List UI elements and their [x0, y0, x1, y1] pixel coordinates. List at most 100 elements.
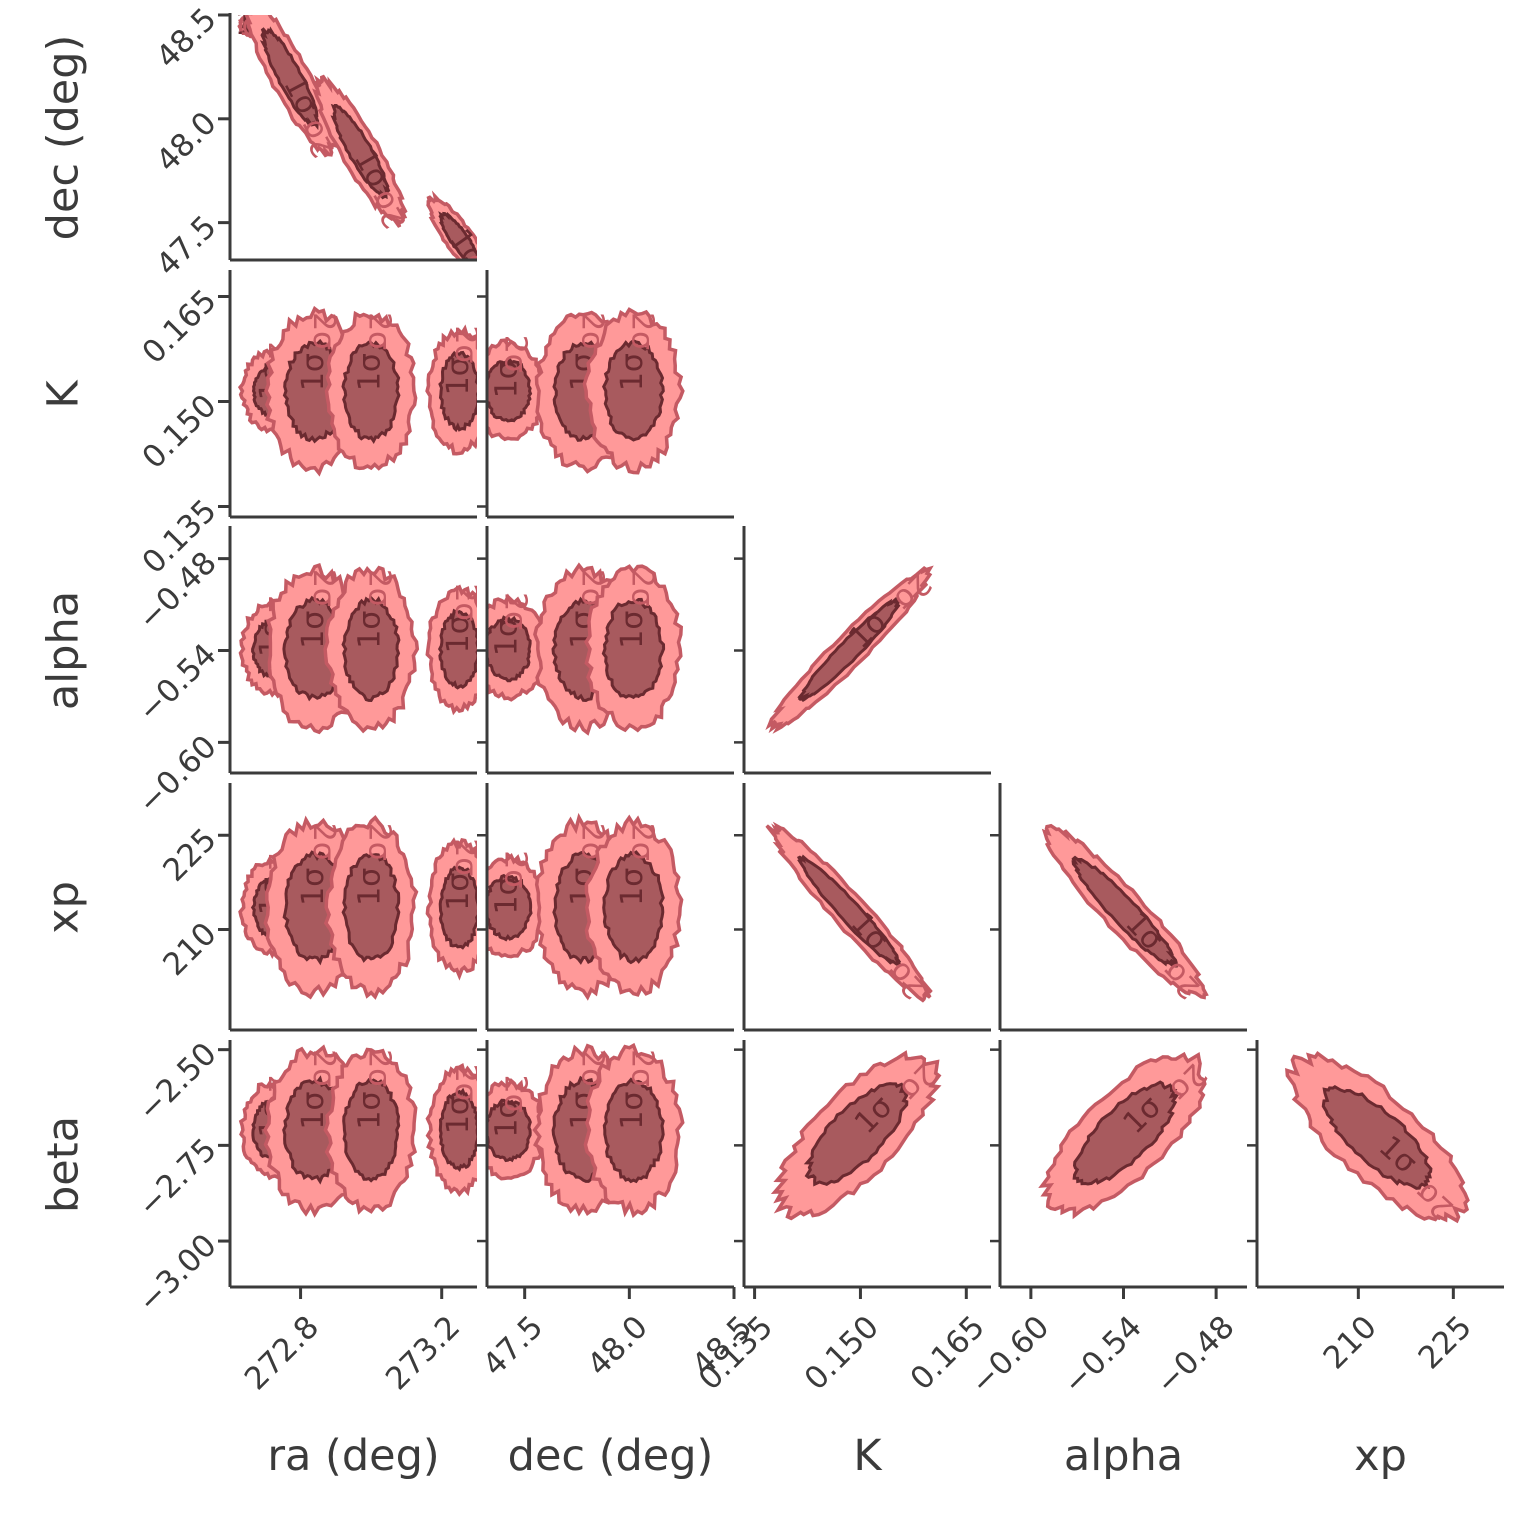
y-tick-label: 0.150: [135, 388, 223, 476]
contour-1sigma: [330, 103, 391, 200]
contour-label-1sigma: 1σ: [615, 868, 650, 906]
contour-label-2sigma: 2σ: [362, 312, 397, 350]
y-tick-label: −0.54: [131, 637, 224, 730]
contour-label-2sigma: 2σ: [497, 850, 532, 888]
contour-label-1sigma: 1σ: [489, 360, 524, 398]
contour-label-2sigma: 2σ: [448, 838, 483, 876]
x-tick-label: 47.5: [476, 1309, 550, 1383]
contour-label-2sigma: 2σ: [362, 1049, 397, 1087]
contour-1sigma: [259, 26, 320, 131]
contour-1sigma: [438, 350, 477, 433]
y-tick-label: 48.5: [149, 1, 223, 75]
y-tick-label: 210: [156, 916, 223, 983]
x-tick-label: 48.0: [581, 1309, 655, 1383]
contour-label-1sigma: 1σ: [615, 611, 650, 649]
contour-label-1sigma: 1σ: [353, 1091, 388, 1129]
x-tick-label: 210: [1317, 1309, 1384, 1376]
y-axis-title-alpha: alpha: [39, 591, 89, 710]
contour-label-2sigma: 2σ: [362, 569, 397, 607]
contour-label-2sigma: 2σ: [448, 583, 483, 621]
y-tick-label: 48.0: [149, 105, 223, 179]
y-axis-title-dec: dec (deg): [39, 35, 89, 241]
contour-1sigma: [487, 357, 533, 423]
y-tick-label: −0.60: [131, 729, 224, 822]
contour-label-1sigma: 1σ: [353, 868, 388, 906]
contour-label-1sigma: 1σ: [441, 873, 476, 911]
y-tick-label: −2.50: [131, 1036, 224, 1129]
contour-label-1sigma: 1σ: [489, 618, 524, 656]
contour-label-2sigma: 2σ: [625, 312, 660, 350]
y-tick-label: −3.00: [131, 1227, 224, 1320]
contour-1sigma: [341, 340, 401, 444]
y-axis-title-xp: xp: [39, 881, 89, 934]
contour-1sigma: [602, 1077, 665, 1184]
contour-1sigma: [341, 853, 401, 963]
contour-label-2sigma: 2σ: [497, 592, 532, 630]
contour-1sigma: [602, 338, 665, 442]
contour-label-1sigma: 1σ: [353, 353, 388, 391]
y-axis-title-beta: beta: [39, 1116, 89, 1213]
contour-1sigma: [1072, 1080, 1181, 1186]
contour-label-1sigma: 1σ: [615, 1091, 650, 1129]
contour-1sigma: [803, 1082, 909, 1187]
contour-1sigma: [437, 608, 477, 690]
x-tick-label: 273.2: [379, 1309, 467, 1397]
x-tick-label: −0.54: [1056, 1309, 1149, 1402]
contour-label-1sigma: 1σ: [441, 357, 476, 395]
contour-label-2sigma: 2σ: [625, 569, 660, 607]
contour-1sigma: [1071, 855, 1178, 968]
x-tick-label: −0.48: [1149, 1309, 1242, 1402]
x-axis-title-xp: xp: [1354, 1431, 1407, 1481]
x-axis-title-ra: ra (deg): [267, 1431, 439, 1481]
contour-1sigma: [438, 865, 477, 950]
contour-1sigma: [438, 211, 477, 260]
y-tick-label: 47.5: [149, 209, 223, 283]
x-tick-label: 225: [1412, 1309, 1479, 1376]
contour-label-1sigma: 1σ: [489, 876, 524, 914]
contour-label-1sigma: 1σ: [441, 615, 476, 653]
contour-label-2sigma: 2σ: [306, 569, 341, 607]
contour-1sigma: [487, 1098, 532, 1163]
contour-label-1sigma: 1σ: [296, 353, 331, 391]
x-tick-label: 272.8: [238, 1309, 326, 1397]
contour-label-1sigma: 1σ: [353, 611, 388, 649]
contour-1sigma: [601, 597, 666, 700]
contour-label-1sigma: 1σ: [296, 1091, 331, 1129]
contour-1sigma: [796, 854, 902, 967]
x-tick-label: 0.150: [798, 1309, 886, 1397]
contour-label-2sigma: 2σ: [625, 823, 660, 861]
contour-label-2sigma: 2σ: [625, 1049, 660, 1087]
x-axis-title-dec: dec (deg): [508, 1431, 714, 1481]
contour-label-2sigma: 2σ: [306, 1049, 341, 1087]
contour-label-1sigma: 1σ: [489, 1100, 524, 1138]
contour-1sigma: [602, 850, 665, 965]
contour-label-2sigma: 2σ: [448, 1064, 483, 1102]
contour-label-1sigma: 1σ: [441, 1096, 476, 1134]
y-tick-label: 225: [156, 821, 223, 888]
contour-1sigma: [342, 1077, 401, 1183]
contour-label-2sigma: 2σ: [497, 1075, 532, 1113]
contour-1sigma: [341, 595, 401, 703]
contour-label-2sigma: 2σ: [362, 823, 397, 861]
y-tick-label: −2.75: [131, 1132, 224, 1225]
contour-label-2sigma: 2σ: [306, 823, 341, 861]
contour-1sigma: [1321, 1085, 1433, 1190]
contour-1sigma: [797, 597, 902, 702]
contour-label-2sigma: 2σ: [497, 335, 532, 373]
